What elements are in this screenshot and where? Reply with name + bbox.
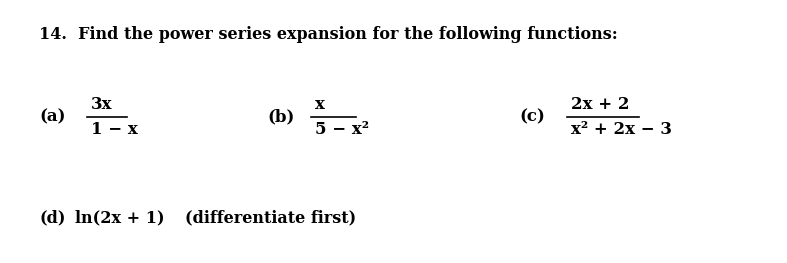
Text: (a): (a) <box>39 109 66 125</box>
Text: ln(2x + 1): ln(2x + 1) <box>75 210 164 227</box>
Text: x: x <box>315 96 325 113</box>
Text: (d): (d) <box>39 210 66 227</box>
Text: 1 − x: 1 − x <box>91 121 137 138</box>
Text: x² + 2x − 3: x² + 2x − 3 <box>571 121 671 138</box>
Text: (c): (c) <box>519 109 545 125</box>
Text: 5 − x²: 5 − x² <box>315 121 369 138</box>
Text: 3x: 3x <box>91 96 112 113</box>
Text: (b): (b) <box>268 109 295 125</box>
Text: 2x + 2: 2x + 2 <box>571 96 629 113</box>
Text: (differentiate first): (differentiate first) <box>185 210 356 227</box>
Text: 14.  Find the power series expansion for the following functions:: 14. Find the power series expansion for … <box>39 26 618 43</box>
